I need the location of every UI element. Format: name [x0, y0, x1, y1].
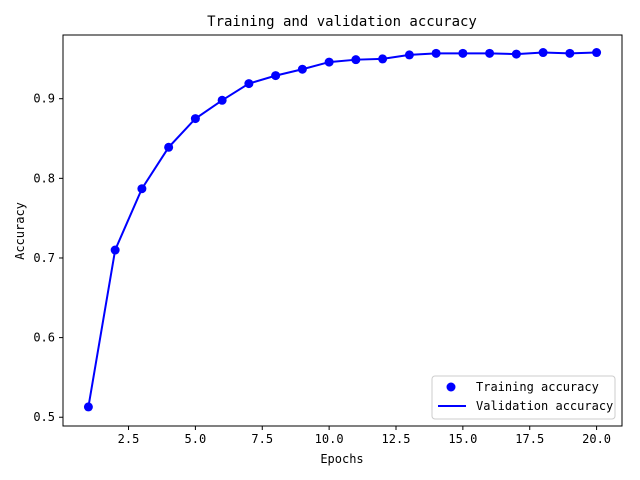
chart-title: Training and validation accuracy: [207, 14, 477, 30]
training-accuracy-point: [378, 54, 388, 64]
training-accuracy-point: [137, 184, 147, 194]
training-accuracy-point: [244, 79, 254, 89]
plot-area: 2.5 5.0 7.5 10.0 12.5 15.0 17.5 20.0 0.50.60.70…: [33, 34, 623, 446]
y-axis-ticks: 0.5 0.6 0.7 0.8 0.9: [33, 92, 63, 424]
training-accuracy-point: [485, 48, 495, 58]
training-accuracy-point: [565, 48, 575, 58]
legend: Training accuracy Validation accuracy: [431, 375, 616, 420]
legend-box: [431, 375, 616, 420]
x-tick-label: 17.5: [515, 432, 544, 446]
training-accuracy-point: [538, 48, 548, 58]
x-tick-label: 20.0: [582, 432, 611, 446]
training-accuracy-point: [511, 49, 521, 59]
x-tick-label: 12.5: [382, 432, 411, 446]
training-accuracy-point: [83, 402, 93, 412]
training-accuracy-point: [324, 57, 334, 67]
legend-label-validation: Validation accuracy: [476, 399, 613, 413]
training-accuracy-point: [404, 50, 414, 60]
training-accuracy-point: [217, 95, 227, 105]
x-axis-label: Epochs: [320, 452, 363, 466]
x-tick-label: 2.5: [118, 432, 140, 446]
x-tick-label: 7.5: [251, 432, 273, 446]
x-tick-label: 10.0: [315, 432, 344, 446]
y-tick-label: 0.9: [33, 92, 55, 106]
y-tick-label: 0.6: [33, 331, 55, 345]
series-lines: [87, 51, 597, 408]
training-accuracy-point: [351, 55, 361, 65]
series-points: [83, 48, 602, 412]
legend-marker-training: [446, 382, 456, 392]
legend-label-training: Training accuracy: [476, 380, 599, 394]
y-tick-label: 0.7: [33, 251, 55, 265]
training-accuracy-point: [458, 48, 468, 58]
training-accuracy-point: [297, 64, 307, 74]
x-tick-label: 15.0: [448, 432, 477, 446]
training-accuracy-point: [164, 142, 174, 152]
training-accuracy-point: [431, 48, 441, 58]
x-tick-label: 5.0: [185, 432, 207, 446]
y-tick-label: 0.8: [33, 171, 55, 185]
y-axis-label: Accuracy: [13, 202, 27, 260]
training-accuracy-point: [271, 71, 281, 81]
x-axis-ticks: 2.5 5.0 7.5 10.0 12.5 15.0 17.5 20.0: [118, 426, 611, 446]
training-accuracy-point: [190, 114, 200, 124]
validation-accuracy-line: [87, 51, 597, 408]
training-accuracy-point: [592, 48, 602, 58]
y-tick-label: 0.5: [33, 410, 55, 424]
axes-frame: [62, 34, 623, 427]
training-accuracy-point: [110, 245, 120, 255]
